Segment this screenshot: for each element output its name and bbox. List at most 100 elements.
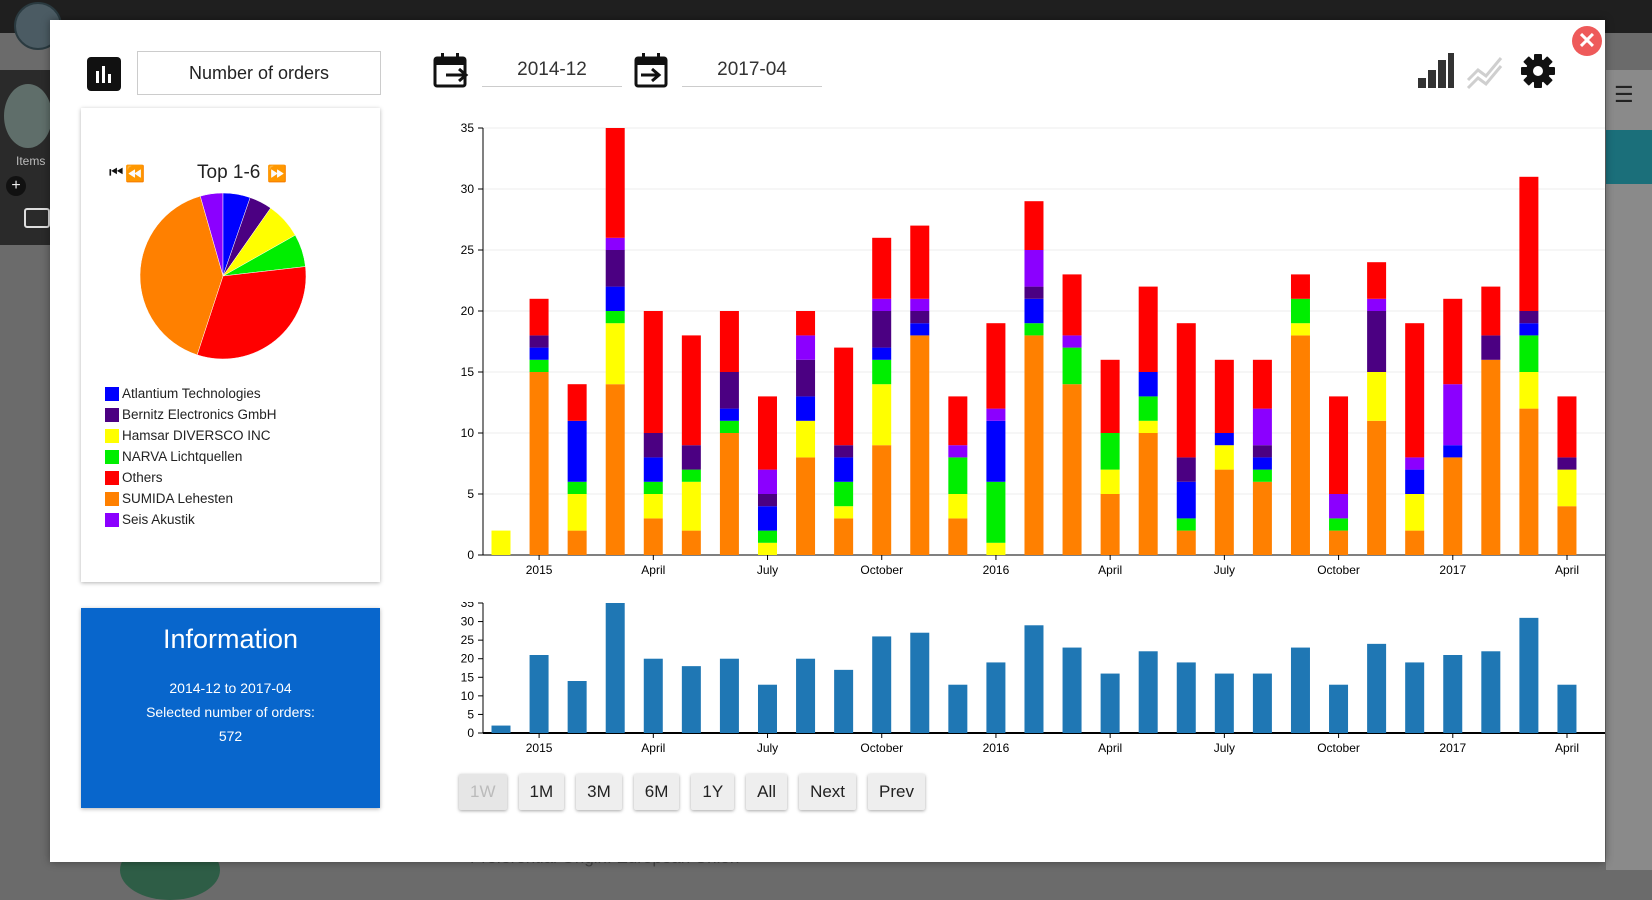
range-button-1y[interactable]: 1Y [691,774,735,810]
calendar-export-icon[interactable] [432,52,472,90]
background-right-panel: ☰ [1606,70,1652,870]
bar-segment [1443,457,1463,555]
legend-item[interactable]: Others [105,467,277,488]
bar-segment [796,420,816,458]
x-tick-label: April [1555,563,1579,577]
y-tick-label: 15 [461,670,475,684]
statistics-modal: Number of orders 2014-12 2017-04 [50,20,1605,862]
close-button[interactable]: ✕ [1572,26,1602,56]
gear-icon[interactable] [1517,50,1559,92]
legend-swatch [105,449,119,464]
bar-segment [643,494,663,519]
navigator-bar [567,681,587,733]
signal-bars-icon[interactable] [1415,50,1457,92]
bar-segment [834,506,854,519]
information-card: Information 2014-12 to 2017-04 Selected … [81,608,380,808]
x-tick-label: April [1555,741,1579,755]
legend-label: Atlantium Technologies [122,386,261,401]
range-button-all[interactable]: All [746,774,788,810]
range-button-3m[interactable]: 3M [576,774,622,810]
y-tick-label: 0 [467,726,474,740]
first-page-button[interactable]: ⏮ [109,164,124,181]
bar-segment [1176,457,1196,482]
y-tick-label: 10 [461,426,475,440]
navigator-bar [1329,684,1349,733]
pie-title: Top 1-6 [197,162,261,183]
bar-segment [872,237,892,299]
prev-page-button[interactable]: ⏪ [125,166,145,183]
bar-segment [643,518,663,555]
bar-segment [1252,408,1272,446]
legend-item[interactable]: SUMIDA Lehesten [105,488,277,509]
bar-segment [986,481,1006,543]
navigator-bar [872,636,892,733]
legend-swatch [105,491,119,506]
y-tick-label: 20 [461,652,475,666]
bar-segment [757,469,777,494]
navigator-bar [719,658,739,733]
line-chart-icon[interactable] [1465,50,1507,92]
bar-segment [1443,298,1463,385]
bar-segment [1405,530,1425,555]
bar-segment [529,298,549,336]
navigator-bar [1214,673,1234,733]
legend-item[interactable]: Seis Akustik [105,509,277,530]
bar-segment [643,457,663,482]
bar-segment [1176,530,1196,555]
bar-segment [1062,274,1082,336]
legend-item[interactable]: NARVA Lichtquellen [105,446,277,467]
date-to-input[interactable]: 2017-04 [682,54,822,87]
bar-segment [529,347,549,360]
bar-segment [948,494,968,519]
bar-segment [1138,286,1158,372]
range-button-prev[interactable]: Prev [868,774,926,810]
bar-segment [681,481,701,531]
bar-segment [1329,530,1349,555]
bar-segment [1367,262,1387,299]
bar-segment [986,542,1006,555]
bar-segment [567,494,587,531]
legend-item[interactable]: Hamsar DIVERSCO INC [105,425,277,446]
pie-chart [139,192,307,360]
bar-segment [1024,323,1044,336]
bar-segment [1138,396,1158,421]
navigator-bar [529,655,549,733]
navigator-bar [681,666,701,733]
navigator-bar [757,684,777,733]
range-button-6m[interactable]: 6M [633,774,680,810]
range-button-next[interactable]: Next [799,774,857,810]
range-button-1m[interactable]: 1M [518,774,565,810]
bar-segment [910,335,930,555]
range-button-1w[interactable]: 1W [459,774,507,810]
bar-segment [605,323,625,385]
date-from-input[interactable]: 2014-12 [482,54,622,87]
y-tick-label: 30 [461,615,475,629]
legend-swatch [105,470,119,485]
legend-item[interactable]: Bernitz Electronics GmbH [105,404,277,425]
x-tick-label: October [1317,563,1360,577]
x-tick-label: July [1214,741,1235,755]
bar-segment [1252,457,1272,470]
x-tick-label: April [1098,741,1122,755]
bar-segment [1214,359,1234,433]
calendar-import-icon[interactable] [633,52,673,90]
bar-segment [1443,384,1463,446]
metric-select[interactable]: Number of orders [137,51,381,95]
navigator-bar [491,725,511,733]
bar-segment [1481,286,1501,336]
bar-segment [910,225,930,299]
bar-segment [1138,420,1158,433]
bar-segment [834,457,854,482]
legend-item[interactable]: Atlantium Technologies [105,383,277,404]
bar-segment [834,518,854,555]
legend-swatch [105,386,119,401]
navigator-bar-chart[interactable]: 0 5 10 15 20 25 30 35 2015 April July October 2016 Ap… [405,602,1605,782]
bar-segment [986,323,1006,409]
next-page-button[interactable]: ⏩ [267,166,287,183]
background-sidebar: Items + [0,70,56,245]
bar-segment [529,335,549,348]
legend-label: Bernitz Electronics GmbH [122,407,277,422]
legend-label: NARVA Lichtquellen [122,449,243,464]
bar-segment [1062,384,1082,555]
bar-segment [1329,494,1349,519]
